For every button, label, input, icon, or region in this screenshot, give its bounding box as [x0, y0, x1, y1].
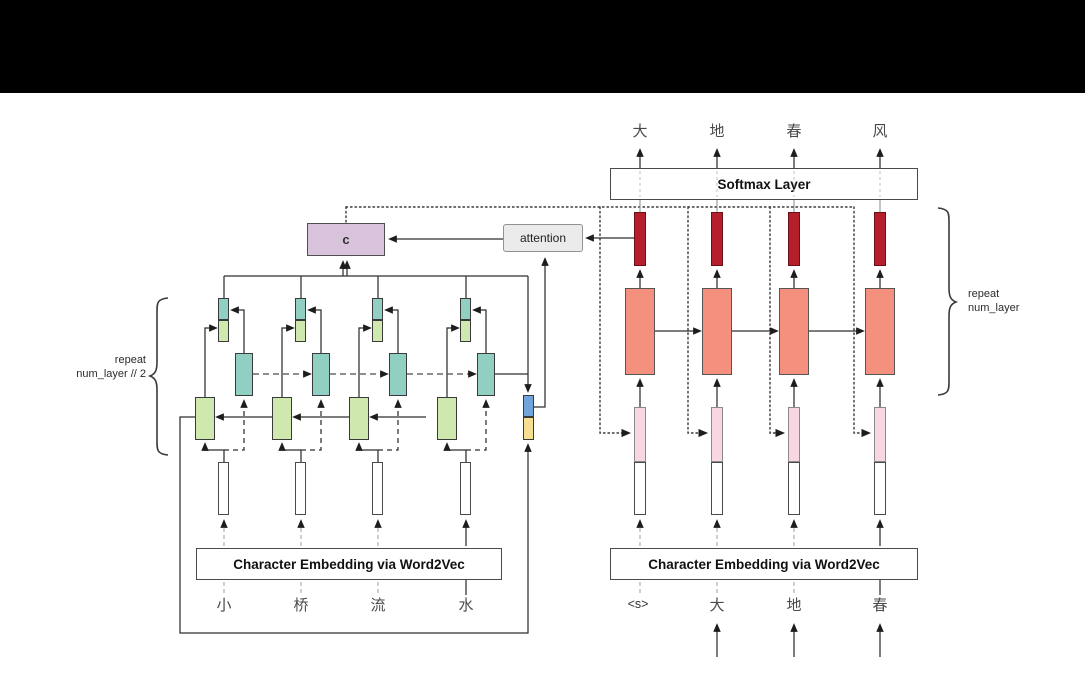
softmax-layer-label: Softmax Layer [717, 176, 811, 192]
decoder-lstm-cell [865, 288, 895, 375]
encoder-concat-state-top [372, 298, 383, 320]
encoder-concat-state-top [460, 298, 471, 320]
encoder-forward-lstm-cell [235, 353, 253, 396]
context-vector-box: c [307, 223, 385, 256]
encoder-embedding-vector [460, 462, 471, 515]
decoder-context-input [711, 407, 723, 462]
decoder-repeat-brace [937, 207, 959, 396]
decoder-output-char: 大 [632, 123, 648, 140]
decoder-wires [636, 148, 884, 657]
decoder-embedding-box: Character Embedding via Word2Vec [610, 548, 918, 580]
decoder-embedding-vector [634, 462, 646, 515]
encoder-backward-lstm-cell [437, 397, 457, 440]
encoder-backward-lstm-cell [272, 397, 292, 440]
top-black-bar [0, 0, 1085, 93]
encoder-final-backward-state [523, 417, 534, 440]
decoder-output-char: 春 [786, 123, 802, 140]
decoder-output-projection [711, 212, 723, 266]
encoder-input-char: 桥 [293, 597, 309, 614]
decoder-lstm-cell [625, 288, 655, 375]
encoder-backward-lstm-cell [195, 397, 215, 440]
encoder-concat-state-top [295, 298, 306, 320]
encoder-forward-lstm-cell [312, 353, 330, 396]
decoder-embedding-vector [711, 462, 723, 515]
encoder-concat-state-bottom [372, 320, 383, 342]
decoder-embedding-label: Character Embedding via Word2Vec [648, 556, 880, 572]
encoder-backward-lstm-cell [349, 397, 369, 440]
encoder-final-forward-state [523, 395, 534, 417]
decoder-embedding-vector [788, 462, 800, 515]
encoder-repeat-brace [147, 297, 169, 456]
decoder-output-projection [874, 212, 886, 266]
encoder-input-char: 流 [370, 597, 386, 614]
encoder-concat-state-bottom [460, 320, 471, 342]
encoder-forward-lstm-cell [477, 353, 495, 396]
encoder-concat-state-bottom [295, 320, 306, 342]
decoder-output-char: 地 [709, 123, 725, 140]
decoder-embedding-vector [874, 462, 886, 515]
decoder-output-char: 风 [872, 123, 888, 140]
decoder-output-projection [788, 212, 800, 266]
encoder-embedding-box: Character Embedding via Word2Vec [196, 548, 502, 580]
decoder-context-input [874, 407, 886, 462]
attention-box: attention [503, 224, 583, 252]
encoder-concat-state-bottom [218, 320, 229, 342]
decoder-context-input [788, 407, 800, 462]
encoder-input-char: 小 [216, 597, 232, 614]
encoder-embedding-vector [372, 462, 383, 515]
decoder-repeat-label: repeat num_layer [968, 288, 1020, 314]
decoder-lstm-cell [779, 288, 809, 375]
softmax-layer-box: Softmax Layer [610, 168, 918, 200]
encoder-embedding-label: Character Embedding via Word2Vec [233, 556, 465, 572]
decoder-context-input [634, 407, 646, 462]
context-vector-label: c [342, 232, 350, 247]
attention-label: attention [519, 231, 567, 245]
decoder-start-token: <s> [627, 597, 649, 611]
decoder-input-char: 大 [709, 597, 725, 614]
encoder-embedding-vector [295, 462, 306, 515]
encoder-forward-lstm-cell [389, 353, 407, 396]
encoder-embedding-vector [218, 462, 229, 515]
decoder-lstm-cell [702, 288, 732, 375]
decoder-input-char: 春 [872, 597, 888, 614]
decoder-output-projection [634, 212, 646, 266]
encoder-input-char: 水 [458, 597, 474, 614]
decoder-input-char: 地 [786, 597, 802, 614]
decoder-guide-lines [639, 171, 881, 593]
encoder-concat-state-top [218, 298, 229, 320]
encoder-repeat-label: repeat num_layer // 2 [76, 354, 146, 380]
